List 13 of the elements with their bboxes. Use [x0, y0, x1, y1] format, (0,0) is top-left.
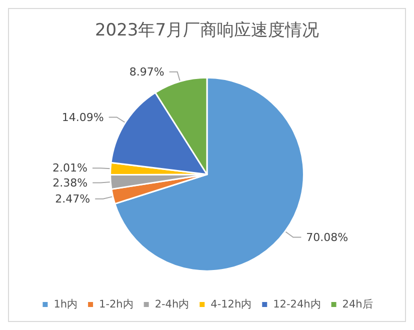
legend-label: 12-24h内 — [273, 298, 322, 310]
data-label: 70.08% — [306, 230, 348, 244]
chart-title: 2023年7月厂商响应速度情况 — [94, 20, 320, 40]
legend-label: 2-4h内 — [154, 298, 190, 310]
data-label: 2.01% — [52, 162, 88, 175]
legend-label: 24h后 — [342, 298, 374, 310]
legend-label: 1h内 — [54, 298, 78, 310]
legend-label: 1-2h内 — [99, 298, 134, 310]
data-label: 8.97% — [129, 65, 164, 78]
legend-label: 4-12h内 — [210, 298, 252, 310]
data-label: 2.38% — [52, 176, 88, 190]
data-label: 2.47% — [55, 192, 90, 206]
data-label: 14.09% — [62, 110, 104, 124]
